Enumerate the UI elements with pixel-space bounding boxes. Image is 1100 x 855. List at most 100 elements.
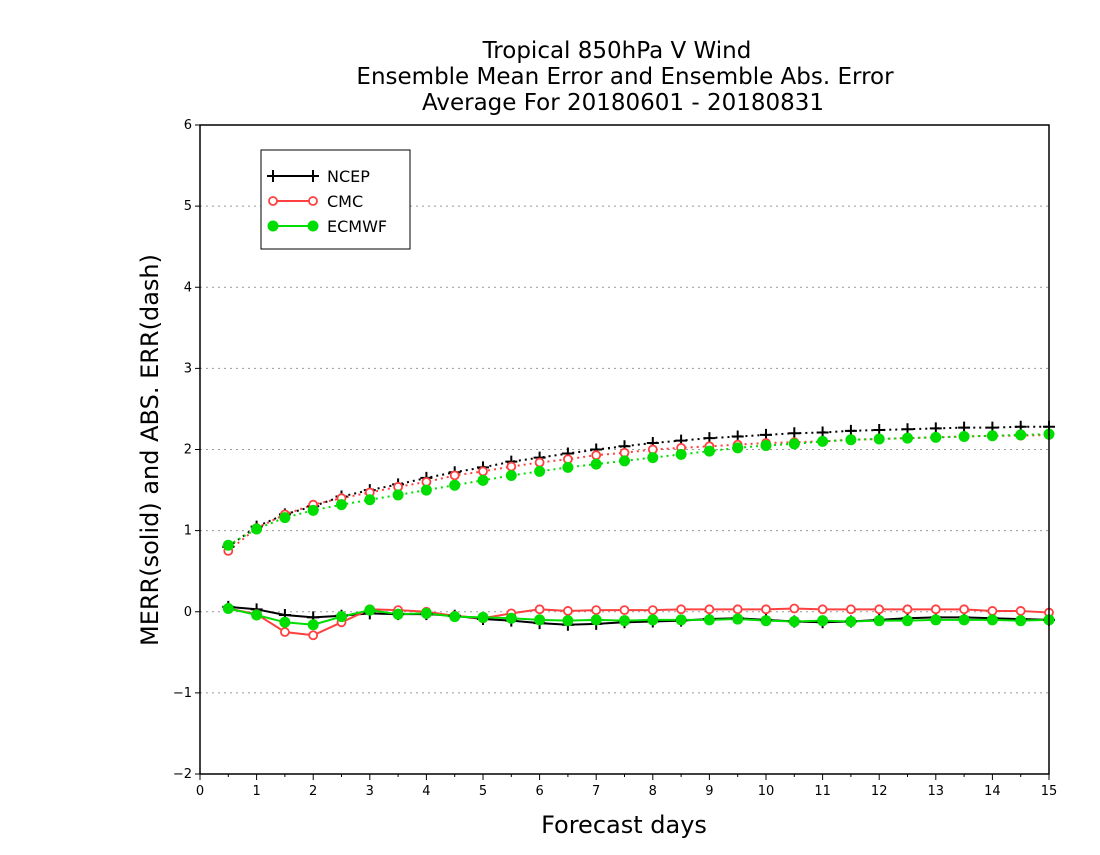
merr-point-cmc [1015, 606, 1026, 616]
merr-point-cmc [534, 604, 545, 615]
merr-point-ecmwf [336, 611, 347, 623]
x-tick-label: 11 [814, 784, 831, 799]
merr-point-ecmwf [760, 615, 772, 627]
merr-point-cmc [902, 604, 913, 615]
x-tick-label: 2 [309, 784, 317, 799]
legend-marker-cmc [308, 196, 318, 206]
x-tick-label: 8 [649, 784, 657, 799]
y-tick-label: 4 [184, 280, 192, 295]
merr-point-cmc [987, 606, 998, 616]
x-tick-label: 13 [928, 784, 945, 799]
chart-title-line-3: Average For 20180601 - 20180831 [422, 90, 824, 116]
merr-point-cmc [676, 604, 686, 615]
merr-point-cmc [647, 605, 658, 616]
x-tick-label: 5 [479, 784, 487, 799]
abs-err-point-ecmwf [505, 469, 517, 481]
merr-point-ecmwf [279, 616, 291, 628]
legend-label-ncep: NCEP [327, 167, 370, 186]
abs-err-point-ecmwf [590, 458, 602, 470]
abs-err-point-ecmwf [534, 465, 546, 477]
abs-err-point-ecmwf [930, 431, 942, 443]
merr-point-cmc [846, 604, 856, 615]
series-ncep [227, 425, 1050, 626]
abs-err-point-ecmwf [449, 479, 461, 491]
merr-point-cmc [704, 604, 715, 615]
merr-point-cmc [761, 604, 771, 615]
merr-point-ecmwf [732, 613, 744, 625]
merr-point-ecmwf [477, 611, 489, 623]
markers-cmc [223, 429, 1054, 641]
x-tick-label: 3 [366, 784, 374, 799]
merr-point-ecmwf [647, 614, 659, 626]
legend-marker-ecmwf [267, 220, 279, 232]
abs-err-point-ecmwf [392, 489, 404, 501]
merr-point-cmc [563, 606, 573, 616]
chart-title-line-2: Ensemble Mean Error and Ensemble Abs. Er… [356, 64, 894, 90]
merr-point-ecmwf [251, 609, 263, 621]
merr-point-cmc [619, 605, 630, 616]
markers-ncep [222, 420, 1055, 631]
abs-err-point-ecmwf [675, 448, 687, 460]
abs-err-point-ncep [788, 427, 801, 440]
legend-label-cmc: CMC [327, 192, 363, 211]
abs-err-point-cmc [506, 461, 517, 472]
abs-err-point-ecmwf [420, 484, 432, 496]
merr-point-ecmwf [845, 615, 857, 627]
y-tick-label: 1 [184, 524, 192, 539]
x-tick-label: 4 [422, 784, 430, 799]
abs-err-line-cmc [227, 433, 1050, 552]
merr-point-cmc [789, 603, 800, 614]
chart-title-line-1: Tropical 850hPa V Wind [482, 38, 752, 64]
abs-err-point-ecmwf [788, 438, 800, 450]
merr-point-cmc [817, 604, 828, 615]
abs-err-line-ncep [227, 425, 1049, 548]
x-tick-label: 7 [592, 784, 600, 799]
abs-err-point-ecmwf [647, 452, 659, 464]
merr-point-ecmwf [562, 615, 574, 627]
y-tick-label: 5 [184, 199, 192, 214]
merr-point-ecmwf [505, 612, 517, 624]
x-tick-label: 0 [196, 784, 204, 799]
x-tick-label: 15 [1041, 784, 1058, 799]
legend-marker-cmc [268, 196, 278, 206]
abs-err-point-ecmwf [619, 455, 630, 467]
y-tick-label: 3 [184, 361, 192, 376]
merr-point-cmc [930, 604, 941, 615]
abs-err-point-ecmwf [307, 504, 319, 516]
series-ecmwf [227, 433, 1050, 626]
merr-point-cmc [308, 630, 319, 641]
merr-point-ecmwf [590, 614, 602, 626]
abs-err-point-ecmwf [958, 431, 970, 443]
abs-err-point-cmc [591, 450, 602, 461]
abs-err-point-cmc [478, 466, 488, 477]
abs-err-point-ecmwf [817, 435, 829, 447]
merr-point-cmc [959, 604, 969, 615]
abs-err-point-ecmwf [251, 523, 263, 535]
merr-point-cmc [874, 604, 885, 615]
x-tick-label: 10 [758, 784, 775, 799]
y-tick-label: 0 [184, 605, 192, 620]
y-tick-label: 6 [184, 118, 192, 133]
abs-err-point-ecmwf [703, 445, 715, 457]
merr-point-ecmwf [619, 615, 630, 627]
merr-point-ecmwf [222, 603, 234, 615]
merr-point-ecmwf [449, 611, 461, 623]
x-axis-label: Forecast days [541, 811, 707, 839]
merr-point-ecmwf [420, 607, 432, 619]
x-tick-label: 12 [871, 784, 888, 799]
legend-label-ecmwf: ECMWF [327, 217, 387, 236]
merr-point-ecmwf [1015, 615, 1027, 627]
merr-point-ecmwf [817, 615, 829, 627]
abs-err-point-cmc [534, 457, 545, 468]
legend-marker-ncep [307, 170, 319, 182]
x-tick-label: 1 [252, 784, 260, 799]
x-tick-label: 14 [984, 784, 1001, 799]
merr-point-ecmwf [986, 614, 998, 626]
merr-point-cmc [591, 605, 602, 616]
merr-point-ecmwf [364, 604, 376, 616]
y-axis-label: MERR(solid) and ABS. ERR(dash) [136, 254, 164, 646]
abs-err-point-ecmwf [562, 461, 574, 473]
merr-point-ecmwf [392, 608, 404, 620]
